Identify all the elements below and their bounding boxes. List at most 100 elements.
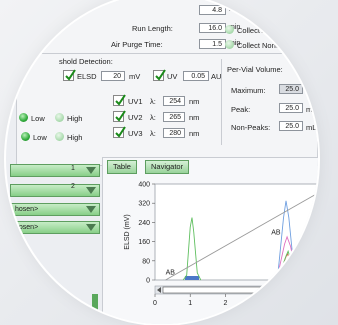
run-length-label: Run Length: xyxy=(132,24,173,33)
chromatogram-panel: Table Navigator 400 320 240 160 80 0 ELSD (mV)… xyxy=(102,157,318,324)
sens-high-radio-2[interactable] xyxy=(55,132,64,141)
chevron-down-icon xyxy=(86,206,96,213)
check-icon xyxy=(115,94,126,106)
elsd-label: ELSD xyxy=(77,72,97,81)
uv3-checkbox[interactable] xyxy=(113,126,126,138)
uv1-lambda: λ: xyxy=(150,97,156,106)
solvent-select-1-label: hosen> xyxy=(15,206,39,213)
x-tick-label: 4 xyxy=(294,300,298,307)
nonpeaks-unit: mL xyxy=(306,123,317,132)
sens-low-radio-1[interactable] xyxy=(19,113,28,122)
check-icon xyxy=(65,69,76,81)
per-vial-label: Per-Vial Volume: xyxy=(227,65,283,74)
scrollbar-thumb xyxy=(162,286,314,294)
collect-all-radio[interactable] xyxy=(225,25,234,34)
uv-threshold-field[interactable]: 0.05 xyxy=(183,71,209,81)
elsd-checkbox[interactable] xyxy=(63,69,76,81)
y-axis-label: ELSD (mV) xyxy=(124,214,131,249)
left-panel-edge xyxy=(92,294,98,324)
sens-high-label-1: High xyxy=(67,114,83,123)
sens-high-radio-1[interactable] xyxy=(55,113,64,122)
chevron-down-icon xyxy=(86,187,96,194)
y-tick-label: 160 xyxy=(138,239,150,246)
y-tick-label: 320 xyxy=(138,201,150,208)
uv1-label: UV1 xyxy=(128,97,143,106)
left-note: s: xyxy=(26,252,32,261)
uv3-unit: nm xyxy=(189,129,200,138)
uv3-wavelength-field[interactable]: 280 xyxy=(163,128,185,138)
maximum-label: Maximum: xyxy=(231,86,266,95)
sens-low-label-2: Low xyxy=(33,133,47,142)
check-icon xyxy=(155,69,166,81)
collect-none-label: Collect None xyxy=(237,41,280,50)
sens-high-label-2: High xyxy=(67,133,83,142)
threshold-label: shold Detection: xyxy=(59,57,113,66)
elsd-threshold-field[interactable]: 20 xyxy=(101,71,125,81)
peak-label: Peak: xyxy=(231,105,251,114)
column-select-1-label: 1 xyxy=(71,165,75,172)
air-purge-unit: min xyxy=(229,40,241,47)
uv-checkbox[interactable] xyxy=(153,69,166,81)
air-purge-field[interactable]: 1.5 xyxy=(199,39,226,49)
uv2-unit: nm xyxy=(189,113,200,122)
collect-all-label: Collect All xyxy=(237,26,270,35)
top-value-field[interactable]: 4.8 xyxy=(199,5,226,15)
fraction-mark xyxy=(184,276,200,280)
uv2-wavelength-field[interactable]: 265 xyxy=(163,112,185,122)
column-select-1[interactable]: 1 xyxy=(10,164,100,177)
uv2-label: UV2 xyxy=(128,113,143,122)
x-tick-label: 0 xyxy=(153,300,157,307)
rack-thumbnail[interactable] xyxy=(317,79,318,125)
nonpeaks-label: Non-Peaks: xyxy=(231,123,271,132)
x-tick-label: 3 xyxy=(259,300,263,307)
air-purge-label: Air Purge Time: xyxy=(111,40,163,49)
uv1-checkbox[interactable] xyxy=(113,94,126,106)
uv2-lambda: λ: xyxy=(150,113,156,122)
fraction-mark xyxy=(283,276,300,280)
uv1-wavelength-field[interactable]: 254 xyxy=(163,96,185,106)
y-tick-label: 80 xyxy=(142,258,150,265)
uv1-unit: nm xyxy=(189,97,200,106)
run-length-field[interactable]: 16.0 xyxy=(199,23,226,33)
rack-scrollbar[interactable] xyxy=(317,133,318,141)
nonpeaks-field[interactable]: 25.0 xyxy=(279,121,303,131)
series-line xyxy=(182,217,202,281)
maximum-unit: mL xyxy=(306,86,317,95)
chevron-down-icon xyxy=(86,224,96,231)
elsd-unit: mV xyxy=(129,72,141,81)
sens-low-radio-2[interactable] xyxy=(21,132,30,141)
column-select-2[interactable]: 2 xyxy=(10,183,100,197)
navigator-tab[interactable]: Navigator xyxy=(145,160,190,174)
peak-field[interactable]: 25.0 xyxy=(279,103,303,113)
chevron-down-icon xyxy=(86,167,96,174)
uv-label: UV xyxy=(167,72,178,81)
peak-unit: mL xyxy=(306,105,317,114)
column-select-2-label: 2 xyxy=(71,183,75,190)
run-length-unit: min xyxy=(229,24,241,31)
collect-none-radio[interactable] xyxy=(225,40,234,49)
scroll-left-icon[interactable] xyxy=(157,287,161,293)
series-line xyxy=(165,193,318,281)
check-icon xyxy=(115,126,126,138)
series-line xyxy=(271,249,300,281)
sens-low-label-1: Low xyxy=(31,114,45,123)
y-tick-label: 240 xyxy=(138,220,150,227)
method-settings-panel: 4.8 min Run Length: 16.0 min Air Purge T… xyxy=(16,0,318,166)
y-tick-label: 0 xyxy=(146,278,150,285)
uv3-lambda: λ: xyxy=(150,129,156,138)
y-tick-label: 400 xyxy=(138,182,150,189)
uv3-label: UV3 xyxy=(128,129,143,138)
uv-unit: AU xyxy=(211,72,222,81)
app-window: 4.8 min Run Length: 16.0 min Air Purge T… xyxy=(6,0,318,324)
table-tab[interactable]: Table xyxy=(107,160,137,174)
solvent-select-1[interactable]: hosen> xyxy=(10,203,100,216)
x-axis-label: Time ( xyxy=(272,308,292,315)
check-icon xyxy=(115,110,126,122)
peak-annotation: AB xyxy=(166,270,176,277)
solvent-select-2[interactable]: hosen> xyxy=(10,221,100,234)
uv2-checkbox[interactable] xyxy=(113,110,126,122)
x-tick-label: 1 xyxy=(188,300,192,307)
per-vial-box xyxy=(221,59,318,145)
section-divider xyxy=(17,53,317,54)
